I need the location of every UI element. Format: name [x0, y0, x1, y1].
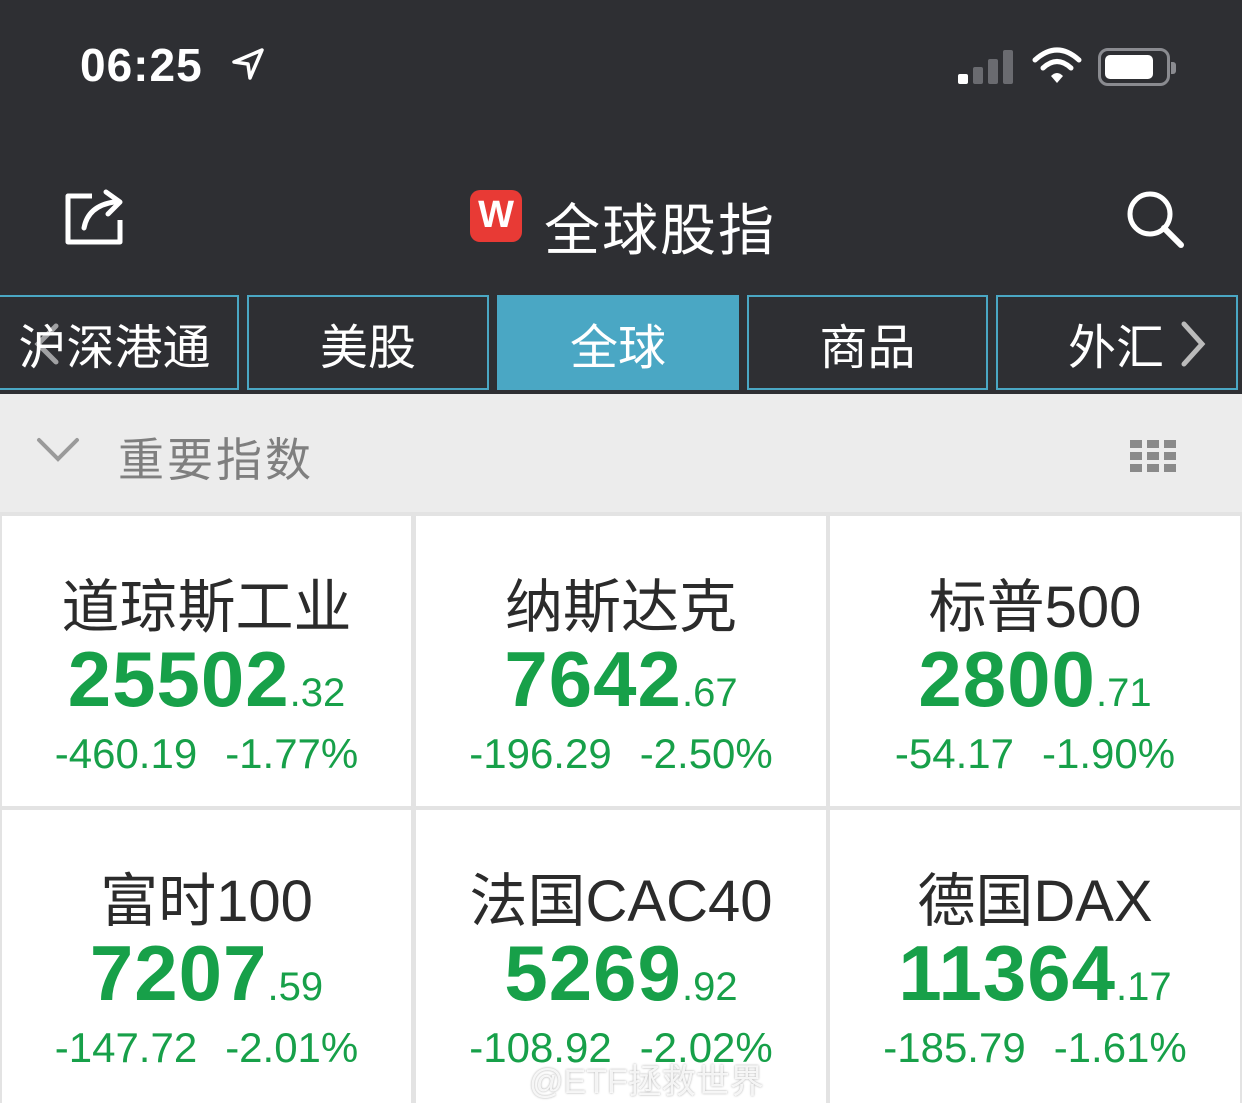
- page-title: 全球股指: [544, 199, 776, 262]
- tab-commodities[interactable]: 商品: [747, 295, 988, 390]
- index-change: -147.72 -2.01%: [54, 1024, 359, 1071]
- chevron-right-icon[interactable]: [1178, 320, 1208, 373]
- index-price: 7207.59: [89, 929, 324, 1017]
- search-icon[interactable]: [1124, 188, 1186, 255]
- chevron-left-icon[interactable]: [32, 322, 62, 371]
- share-icon[interactable]: [62, 188, 126, 251]
- index-price: 25502.32: [67, 635, 346, 723]
- tab-us-stocks[interactable]: 美股: [247, 295, 489, 390]
- index-name: 法国CAC40: [469, 869, 773, 934]
- location-arrow-icon: [230, 46, 266, 87]
- index-change: -108.92 -2.02%: [469, 1024, 773, 1071]
- index-name: 标普500: [928, 575, 1142, 640]
- index-change: -460.19 -1.77%: [54, 730, 359, 777]
- index-card-cac40[interactable]: 法国CAC40 5269.92 -108.92 -2.02%: [416, 810, 826, 1103]
- wifi-icon: [1032, 46, 1082, 91]
- index-price: 2800.71: [918, 635, 1152, 723]
- chevron-down-icon[interactable]: [36, 436, 80, 469]
- index-card-nasdaq[interactable]: 纳斯达克 7642.67 -196.29 -2.50%: [416, 516, 826, 806]
- status-time: 06:25: [80, 39, 203, 91]
- section-header[interactable]: 重要指数: [0, 394, 1242, 510]
- index-change: -54.17 -1.90%: [894, 730, 1176, 777]
- index-card-dax[interactable]: 德国DAX 11364.17 -185.79 -1.61%: [830, 810, 1240, 1103]
- grid-icon[interactable]: [1130, 440, 1178, 477]
- index-name: 德国DAX: [917, 869, 1153, 934]
- status-bar: 06:25: [0, 0, 1242, 130]
- nav-bar: W 全球股指: [0, 130, 1242, 292]
- index-change: -185.79 -1.61%: [883, 1024, 1187, 1071]
- tab-forex[interactable]: 外汇: [996, 295, 1238, 390]
- index-price: 11364.17: [898, 929, 1172, 1017]
- index-price: 5269.92: [504, 929, 738, 1017]
- index-change: -196.29 -2.50%: [469, 730, 773, 777]
- index-price: 7642.67: [504, 635, 738, 723]
- index-card-ftse[interactable]: 富时100 7207.59 -147.72 -2.01%: [2, 810, 411, 1103]
- index-card-sp500[interactable]: 标普500 2800.71 -54.17 -1.90%: [830, 516, 1240, 806]
- market-tabs: 沪深港通 美股 全球 商品 外汇: [0, 292, 1242, 394]
- app-logo: W: [470, 190, 522, 242]
- battery-icon: [1098, 48, 1176, 86]
- index-name: 纳斯达克: [504, 575, 737, 640]
- weibo-logo-icon: [485, 1069, 525, 1100]
- cellular-signal-icon: [958, 50, 1018, 84]
- index-name: 富时100: [100, 869, 313, 934]
- tab-global[interactable]: 全球: [497, 295, 739, 390]
- index-name: 道琼斯工业: [61, 575, 352, 640]
- watermark: @ETF拯救世界: [485, 1054, 764, 1103]
- index-grid: 道琼斯工业 25502.32 -460.19 -1.77% 纳斯达克 7642.6…: [0, 512, 1242, 1103]
- index-card-dow[interactable]: 道琼斯工业 25502.32 -460.19 -1.77%: [2, 516, 411, 806]
- section-title: 重要指数: [118, 434, 314, 486]
